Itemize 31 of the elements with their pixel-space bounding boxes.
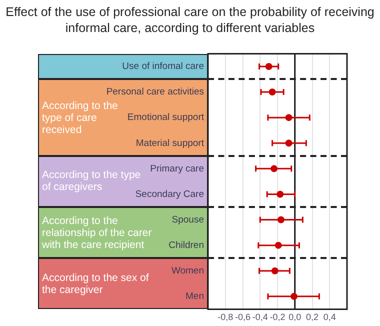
text: According to the sex of the caregiver [42,272,150,296]
y-tick-label: Emotional support [127,112,204,124]
x-tick-label: 0,4 [323,312,336,322]
text: According to the type of care received [42,100,118,136]
y-tick-label: Secondary Care [135,188,204,200]
point [285,140,292,147]
point [270,165,278,172]
point [268,88,276,96]
chart-title: Effect of the use of professional care on the probability of receiving informal care, according to different variables [4,4,376,37]
y-tick-label: Personal care activities [106,86,204,98]
y-tick-label: Material support [136,138,204,149]
point [285,114,292,122]
x-tick-label: -0,6 [234,312,251,322]
y-tick-label: Children [168,240,204,251]
point [290,292,298,300]
x-tick-label: 0,2 [306,312,319,322]
point [271,267,278,274]
y-tick-label: Women [171,266,204,276]
x-tick-label: -0,8 [218,312,234,322]
y-tick-label: Spouse [172,214,204,226]
x-tick-label: -0,4 [252,312,268,322]
point [277,216,284,224]
point [276,190,284,198]
y-tick-label: Primary care [150,163,204,174]
point [265,62,272,70]
point [274,242,282,249]
x-tick-label: 0,0 [288,312,302,322]
x-tick-label: -0,2 [270,312,286,322]
y-tick-label: Men [186,291,204,302]
text: According to the relationship of the carer with the care recipient [42,214,153,251]
y-tick-label: Use of infomal care [122,61,204,72]
